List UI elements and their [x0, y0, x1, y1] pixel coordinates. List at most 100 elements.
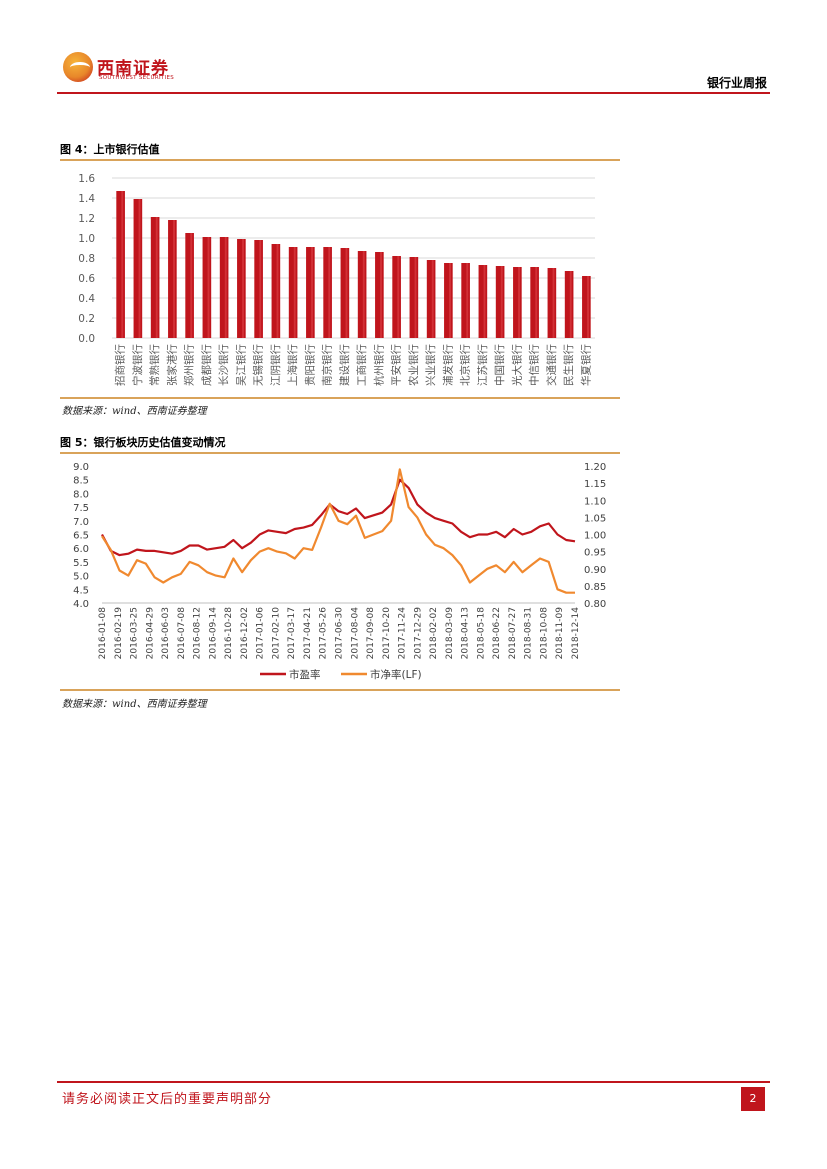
y-tick-label: 0.4 [78, 293, 95, 305]
x-date-label: 2018-07-27 [508, 607, 518, 659]
bar-highlight [397, 256, 400, 338]
y-left-tick-label: 6.0 [73, 544, 89, 555]
figure5-source: 数据来源：wind、西南证券整理 [62, 699, 207, 710]
x-category-label: 成都银行 [200, 344, 213, 386]
brand-name-en: SOUTHWEST SECURITIES [99, 75, 175, 81]
figure5-bottom-rule [60, 689, 620, 691]
bar-highlight [155, 217, 158, 338]
bar [375, 252, 384, 338]
bar [547, 268, 557, 338]
x-date-label: 2016-07-08 [177, 607, 187, 660]
y-right-tick-label: 1.05 [584, 513, 606, 524]
x-date-label: 2018-12-14 [571, 607, 581, 660]
bar [444, 263, 453, 338]
y-left-tick-label: 5.5 [73, 558, 89, 569]
x-category-label: 中信银行 [528, 344, 541, 386]
x-category-label: 招商银行 [114, 344, 127, 386]
x-date-label: 2017-06-30 [335, 607, 345, 660]
x-category-label: 民生银行 [562, 344, 575, 386]
report-title: 银行业周报 [706, 76, 767, 90]
x-date-label: 2017-09-08 [366, 607, 376, 660]
x-category-label: 长沙银行 [217, 344, 230, 386]
x-category-label: 北京银行 [459, 344, 472, 386]
bar [461, 263, 470, 338]
x-date-label: 2017-12-29 [413, 607, 423, 660]
x-category-label: 建设银行 [338, 344, 351, 386]
bar-highlight [362, 251, 365, 338]
figure4-bottom-rule [60, 397, 620, 399]
bar [116, 191, 125, 338]
bar-highlight [466, 263, 469, 338]
figure5-title: 图 5：银行板块历史估值变动情况 [60, 436, 226, 449]
bar-highlight [207, 237, 210, 338]
y-left-tick-label: 9.0 [73, 462, 89, 473]
x-date-label: 2016-01-08 [98, 607, 108, 660]
y-tick-label: 0.6 [78, 273, 95, 285]
bar-highlight [276, 244, 279, 338]
bar [254, 240, 263, 338]
x-date-label: 2016-10-28 [224, 607, 234, 660]
x-category-label: 吴江银行 [234, 344, 247, 386]
x-date-label: 2017-01-06 [256, 607, 266, 660]
x-date-label: 2018-02-02 [429, 607, 439, 659]
bar-highlight [500, 266, 503, 338]
bar [426, 260, 436, 338]
figure4-title: 图 4：上市银行估值 [60, 143, 160, 156]
figure4-source: 数据来源：wind、西南证券整理 [62, 406, 207, 417]
x-date-label: 2016-06-03 [161, 607, 171, 659]
x-category-label: 江阴银行 [269, 344, 282, 386]
bar [150, 217, 160, 338]
y-right-tick-label: 1.00 [584, 531, 606, 542]
bar-highlight [138, 199, 141, 338]
bar-highlight [293, 247, 296, 338]
legend-pb-label: 市净率(LF) [370, 668, 422, 681]
bar-highlight [345, 248, 348, 338]
x-date-label: 2016-09-14 [208, 607, 218, 660]
bar-highlight [535, 267, 538, 338]
x-category-label: 杭州银行 [372, 344, 385, 386]
x-category-label: 中国银行 [493, 344, 506, 386]
bar-highlight [190, 233, 193, 338]
x-category-label: 工商银行 [355, 344, 368, 386]
x-date-label: 2018-03-09 [445, 607, 455, 660]
x-category-label: 农业银行 [407, 344, 420, 386]
y-left-tick-label: 4.5 [73, 585, 89, 596]
y-right-tick-label: 0.85 [584, 582, 606, 593]
y-right-tick-label: 1.20 [584, 462, 606, 473]
header-divider [57, 92, 770, 94]
x-date-label: 2016-12-02 [240, 607, 250, 659]
y-right-tick-label: 0.80 [584, 599, 606, 610]
x-date-label: 2017-10-20 [382, 607, 392, 660]
bar [202, 237, 212, 338]
y-left-tick-label: 6.5 [73, 531, 89, 542]
bank-valuation-bar-chart: 0.0 0.2 0.4 0.6 0.8 1.0 1.2 1.4 1.6 招商银行 宁波银行 常熟银行张… [78, 173, 595, 386]
bar [288, 247, 298, 338]
x-date-label: 2018-10-08 [539, 607, 549, 660]
x-category-label: 兴业银行 [424, 344, 437, 386]
x-date-label: 2017-08-04 [350, 607, 360, 660]
figure5-top-rule [60, 452, 620, 454]
x-date-label: 2016-08-12 [193, 607, 203, 659]
x-category-label: 南京银行 [321, 344, 334, 386]
y-tick-label: 1.2 [78, 213, 95, 225]
y-left-tick-label: 4.0 [73, 599, 89, 610]
y-tick-label: 1.6 [78, 173, 95, 185]
figure4-top-rule [60, 159, 620, 161]
page-number: 2 [741, 1087, 765, 1111]
y-tick-label: 0.0 [78, 333, 95, 345]
y-left-tick-label: 7.5 [73, 503, 89, 514]
x-date-label: 2016-03-25 [130, 607, 140, 659]
x-category-label: 浦发银行 [441, 344, 454, 386]
y-right-tick-label: 1.10 [584, 496, 606, 507]
bar-highlight [587, 276, 589, 338]
x-date-label: 2018-05-18 [476, 607, 486, 660]
x-date-label: 2017-11-24 [398, 607, 408, 660]
bar-highlight [242, 239, 244, 338]
bar-highlight [431, 260, 434, 338]
bar-highlight [449, 263, 451, 338]
bar-highlight [569, 271, 572, 338]
y-left-tick-label: 7.0 [73, 517, 89, 528]
x-date-label: 2017-04-21 [303, 607, 313, 659]
bar [168, 220, 177, 338]
y-left-tick-label: 8.0 [73, 489, 89, 500]
